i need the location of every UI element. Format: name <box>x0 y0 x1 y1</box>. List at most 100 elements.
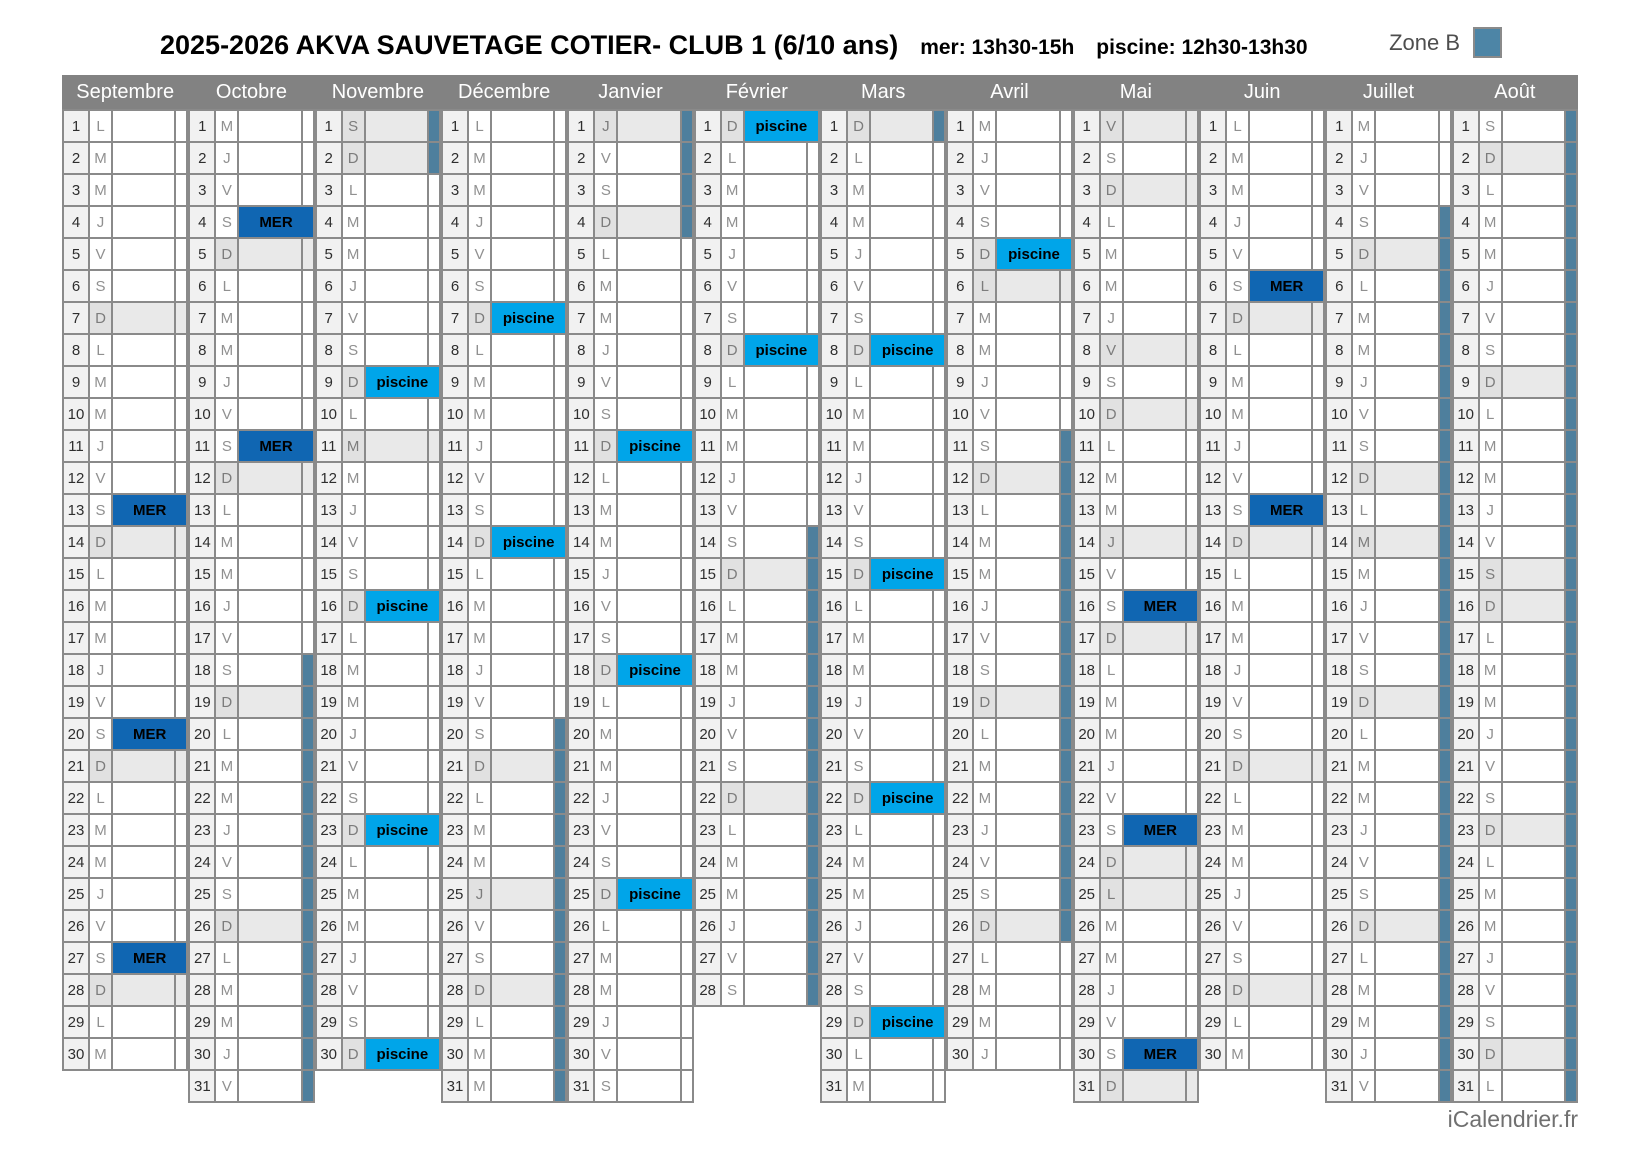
day-cell-margin <box>176 463 187 493</box>
day-number: 9 <box>569 367 594 397</box>
day-letter: L <box>848 1039 869 1069</box>
day-number: 7 <box>822 303 846 333</box>
day-cell-margin <box>934 879 945 909</box>
day-number: 19 <box>1453 687 1478 717</box>
day-letter: M <box>1227 175 1248 205</box>
day-number: 18 <box>1074 655 1099 685</box>
school-holiday-bar <box>681 175 692 205</box>
day-letter: V <box>1353 847 1375 877</box>
day-letter: M <box>1479 655 1501 685</box>
day-cell <box>1123 207 1185 237</box>
day-number: 28 <box>822 975 846 1005</box>
day-letter: S <box>1479 335 1501 365</box>
day-cell <box>1123 335 1185 365</box>
day-letter: M <box>1227 367 1248 397</box>
day-letter: J <box>469 655 490 685</box>
day-cell-margin <box>1439 111 1450 141</box>
day-cell <box>744 623 806 653</box>
school-holiday-bar <box>1439 239 1450 269</box>
day-number: 17 <box>1327 623 1352 653</box>
day-number: 17 <box>948 623 973 653</box>
school-holiday-bar <box>302 751 313 781</box>
day-cell-margin <box>934 815 945 845</box>
day-letter: J <box>1479 271 1501 301</box>
day-number: 31 <box>822 1071 846 1101</box>
day-letter: M <box>1353 751 1375 781</box>
day-cell-margin <box>1187 783 1197 813</box>
day-number: 6 <box>1201 271 1225 301</box>
day-number: 16 <box>1453 591 1478 621</box>
day-cell <box>744 527 806 557</box>
day-cell <box>239 623 301 653</box>
day-cell <box>997 655 1059 685</box>
day-cell <box>744 943 806 973</box>
day-letter: J <box>721 463 743 493</box>
day-letter: D <box>1353 239 1375 269</box>
day-number: 27 <box>948 943 973 973</box>
day-number: 13 <box>443 495 467 525</box>
day-cell-margin <box>1187 303 1197 333</box>
day-cell-margin <box>1187 239 1197 269</box>
day-cell-margin <box>934 431 945 461</box>
day-cell <box>365 879 427 909</box>
day-cell-margin <box>1313 783 1324 813</box>
day-letter: V <box>721 271 743 301</box>
day-number: 29 <box>948 1007 973 1037</box>
month-header: Juillet <box>1362 80 1415 103</box>
day-cell <box>744 175 806 205</box>
day-cell <box>997 783 1059 813</box>
pool-session-cell: piscine <box>871 335 945 365</box>
day-letter: L <box>469 1007 490 1037</box>
day-number: 5 <box>1453 239 1478 269</box>
day-number: 13 <box>822 495 846 525</box>
day-cell <box>1502 207 1564 237</box>
school-holiday-bar <box>1566 815 1576 845</box>
school-holiday-bar <box>1566 335 1576 365</box>
day-cell-margin <box>1187 943 1197 973</box>
school-holiday-bar <box>302 1007 313 1037</box>
school-holiday-bar <box>1566 527 1576 557</box>
day-cell <box>618 463 680 493</box>
day-cell-margin <box>302 175 313 205</box>
day-cell <box>871 815 933 845</box>
day-number: 19 <box>695 687 720 717</box>
day-cell-margin <box>1313 1039 1324 1069</box>
day-cell-margin <box>1060 1039 1071 1069</box>
day-cell-margin <box>1313 527 1324 557</box>
day-number: 16 <box>1201 591 1225 621</box>
sea-session-cell: MER <box>1123 1039 1197 1069</box>
school-holiday-bar <box>1439 911 1450 941</box>
school-holiday-bar <box>1439 367 1450 397</box>
day-letter: S <box>848 303 869 333</box>
day-letter: M <box>216 111 238 141</box>
day-letter: D <box>1100 623 1122 653</box>
day-cell <box>997 879 1059 909</box>
day-cell <box>239 783 301 813</box>
day-letter: J <box>90 431 111 461</box>
day-letter: S <box>721 303 743 333</box>
day-letter: M <box>1479 239 1501 269</box>
day-cell-margin <box>1060 399 1071 429</box>
day-letter: D <box>1227 975 1248 1005</box>
day-cell <box>871 399 933 429</box>
day-number: 7 <box>1201 303 1225 333</box>
day-letter: L <box>974 943 996 973</box>
day-number: 28 <box>1327 975 1352 1005</box>
day-cell <box>618 911 680 941</box>
day-cell <box>239 303 301 333</box>
day-cell <box>113 655 175 685</box>
day-letter: M <box>848 207 869 237</box>
month-column: 1 S 2 D 3 L 4 M 5 M 6 J 7 V 8 S 9 D 10 L 11 M 12 M 13 J 14 V 15 S 16 D 1… <box>1451 109 1578 1103</box>
day-letter: L <box>216 943 238 973</box>
day-number: 26 <box>1201 911 1225 941</box>
day-cell-margin <box>1187 623 1197 653</box>
day-cell <box>1376 527 1438 557</box>
day-number: 23 <box>569 815 594 845</box>
day-number: 22 <box>1453 783 1478 813</box>
day-letter: J <box>342 271 364 301</box>
site-credit[interactable]: iCalendrier.fr <box>1447 1106 1578 1132</box>
day-cell <box>365 623 427 653</box>
day-letter: V <box>848 271 869 301</box>
day-number: 13 <box>1327 495 1352 525</box>
day-cell-margin <box>1187 111 1197 141</box>
